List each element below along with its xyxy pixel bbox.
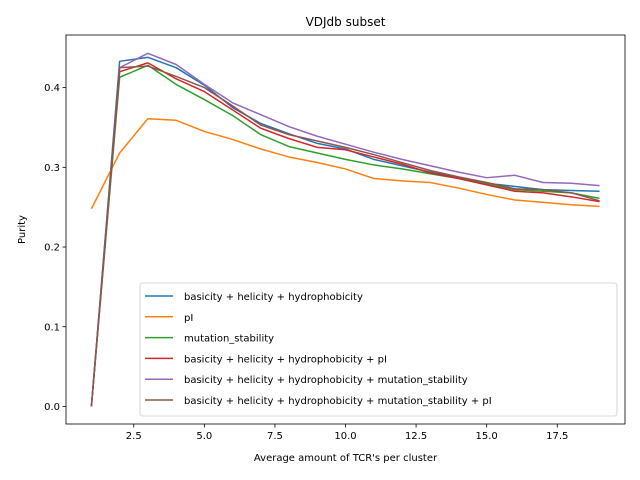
x-tick-label: 2.5 xyxy=(126,431,142,442)
x-tick-label: 17.5 xyxy=(546,431,568,442)
y-tick-label: 0.1 xyxy=(44,322,60,333)
series-line-1 xyxy=(90,56,600,407)
x-tick-label: 10.0 xyxy=(334,431,356,442)
series-line-3 xyxy=(90,64,600,407)
x-tick-label: 12.5 xyxy=(405,431,427,442)
legend-entry-label: basicity + helicity + hydrophobicity + m… xyxy=(184,396,492,407)
series-line-5 xyxy=(90,52,600,407)
legend-entry-label: basicity + helicity + hydrophobicity + m… xyxy=(184,375,468,386)
legend-entry-label: basicity + helicity + hydrophobicity xyxy=(184,292,363,303)
plot-series xyxy=(90,52,600,407)
x-tick-label: 7.5 xyxy=(267,431,283,442)
y-tick-label: 0.3 xyxy=(44,163,60,174)
x-axis-label: Average amount of TCR's per cluster xyxy=(254,453,438,464)
y-tick-label: 0.0 xyxy=(44,402,60,413)
legend-entry-label: basicity + helicity + hydrophobicity + p… xyxy=(184,354,387,365)
series-line-2 xyxy=(90,117,600,210)
y-axis: 0.0 0.1 0.2 0.3 0.4 xyxy=(44,83,66,413)
legend-entry-label: mutation_stability xyxy=(184,334,274,345)
x-tick-label: 5.0 xyxy=(196,431,212,442)
legend-box xyxy=(139,282,618,417)
y-axis-label: Purity xyxy=(17,215,28,244)
legend: basicity + helicity + hydrophobicity pI mu… xyxy=(139,282,618,417)
chart-title: VDJdb subset xyxy=(306,15,386,29)
legend-entry-label: pI xyxy=(184,313,193,324)
x-tick-label: 15.0 xyxy=(476,431,498,442)
series-line-6 xyxy=(90,65,600,407)
series-line-4 xyxy=(90,62,600,407)
y-tick-label: 0.4 xyxy=(44,83,60,94)
x-axis: 2.5 5.0 7.5 10.0 12.5 15.0 17.5 xyxy=(126,424,568,442)
y-tick-label: 0.2 xyxy=(44,243,60,254)
